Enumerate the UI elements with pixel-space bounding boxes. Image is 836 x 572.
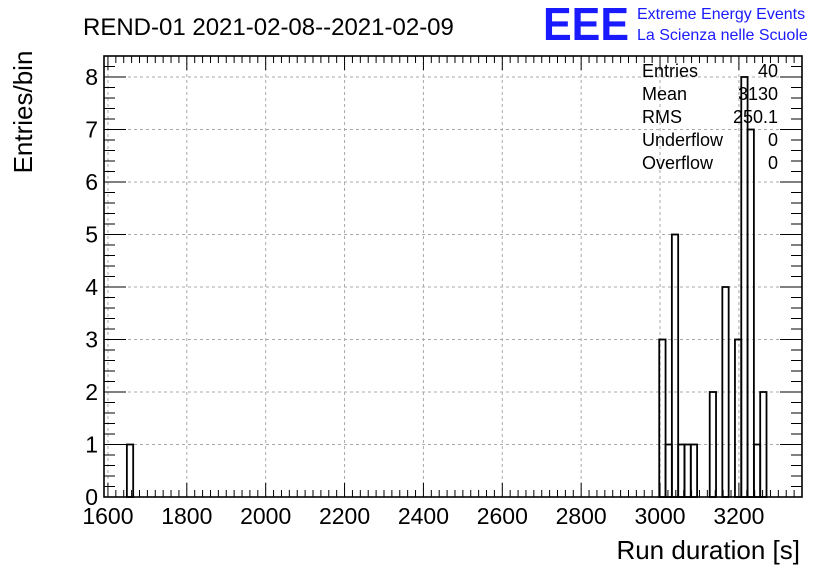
x-tick-label-2: 2000 [240,503,291,529]
x-tick-label-1: 1800 [161,503,212,529]
histogram-bin-0 [125,443,135,498]
y-tick-label-7: 7 [85,117,98,143]
y-tick-label-3: 3 [85,327,98,353]
logo-mark: EEE [543,0,629,50]
stat-value-0: 40 [758,61,778,81]
histogram-bin-6 [689,443,699,498]
stat-label-4: Overflow [642,153,714,173]
logo-line1: Extreme Energy Events [637,6,805,23]
axis-ticks [104,55,803,498]
chart-title: REND-01 2021-02-08--2021-02-09 [83,14,454,41]
y-tick-label-8: 8 [85,64,98,90]
histogram-bin-16 [752,443,762,498]
stat-value-4: 0 [768,153,778,173]
stats-box: Entries 40 Mean 3130 RMS 250.1 Underflow 0 Overf… [642,61,778,173]
stat-value-3: 0 [768,130,778,150]
eee-logo: EEE Extreme Energy Events La Scienza nel… [543,0,808,50]
y-tick-label-1: 1 [85,432,98,458]
x-tick-label-6: 2800 [556,503,607,529]
plot-frame [103,55,803,498]
stat-label-2: RMS [642,107,682,127]
histogram-bin-13 [734,338,743,498]
y-tick-label-5: 5 [85,222,98,248]
x-axis-label: Run duration [s] [616,535,800,565]
y-tick-label-6: 6 [85,169,98,195]
stat-value-2: 250.1 [733,107,778,127]
histogram-bin-2 [664,443,673,498]
grid-lines [104,56,802,497]
y-tick-label-0: 0 [85,484,98,510]
stat-label-3: Underflow [642,130,724,150]
histogram-bin-4 [677,443,686,498]
x-tick-label-8: 3200 [713,503,764,529]
x-tick-label-4: 2400 [398,503,449,529]
logo-line2: La Scienza nelle Scuole [637,27,808,44]
stat-label-0: Entries [642,61,698,81]
x-tick-labels: 1600 1800 2000 2200 2400 2600 2800 3000 3200 [82,503,764,529]
histogram-bin-3 [670,233,680,498]
x-tick-label-5: 2600 [477,503,528,529]
histogram-bin-5 [683,443,692,498]
y-tick-label-4: 4 [85,274,98,300]
histogram-bin-15 [746,128,755,498]
stat-label-1: Mean [642,84,687,104]
x-tick-label-7: 3000 [634,503,685,529]
stat-value-1: 3130 [738,84,778,104]
y-axis-label: Entries/bin [8,51,38,174]
x-tick-label-0: 1600 [82,503,133,529]
y-tick-label-2: 2 [85,379,98,405]
x-tick-label-3: 2200 [319,503,370,529]
y-tick-labels: 0 1 2 3 4 5 6 7 8 [85,64,98,510]
